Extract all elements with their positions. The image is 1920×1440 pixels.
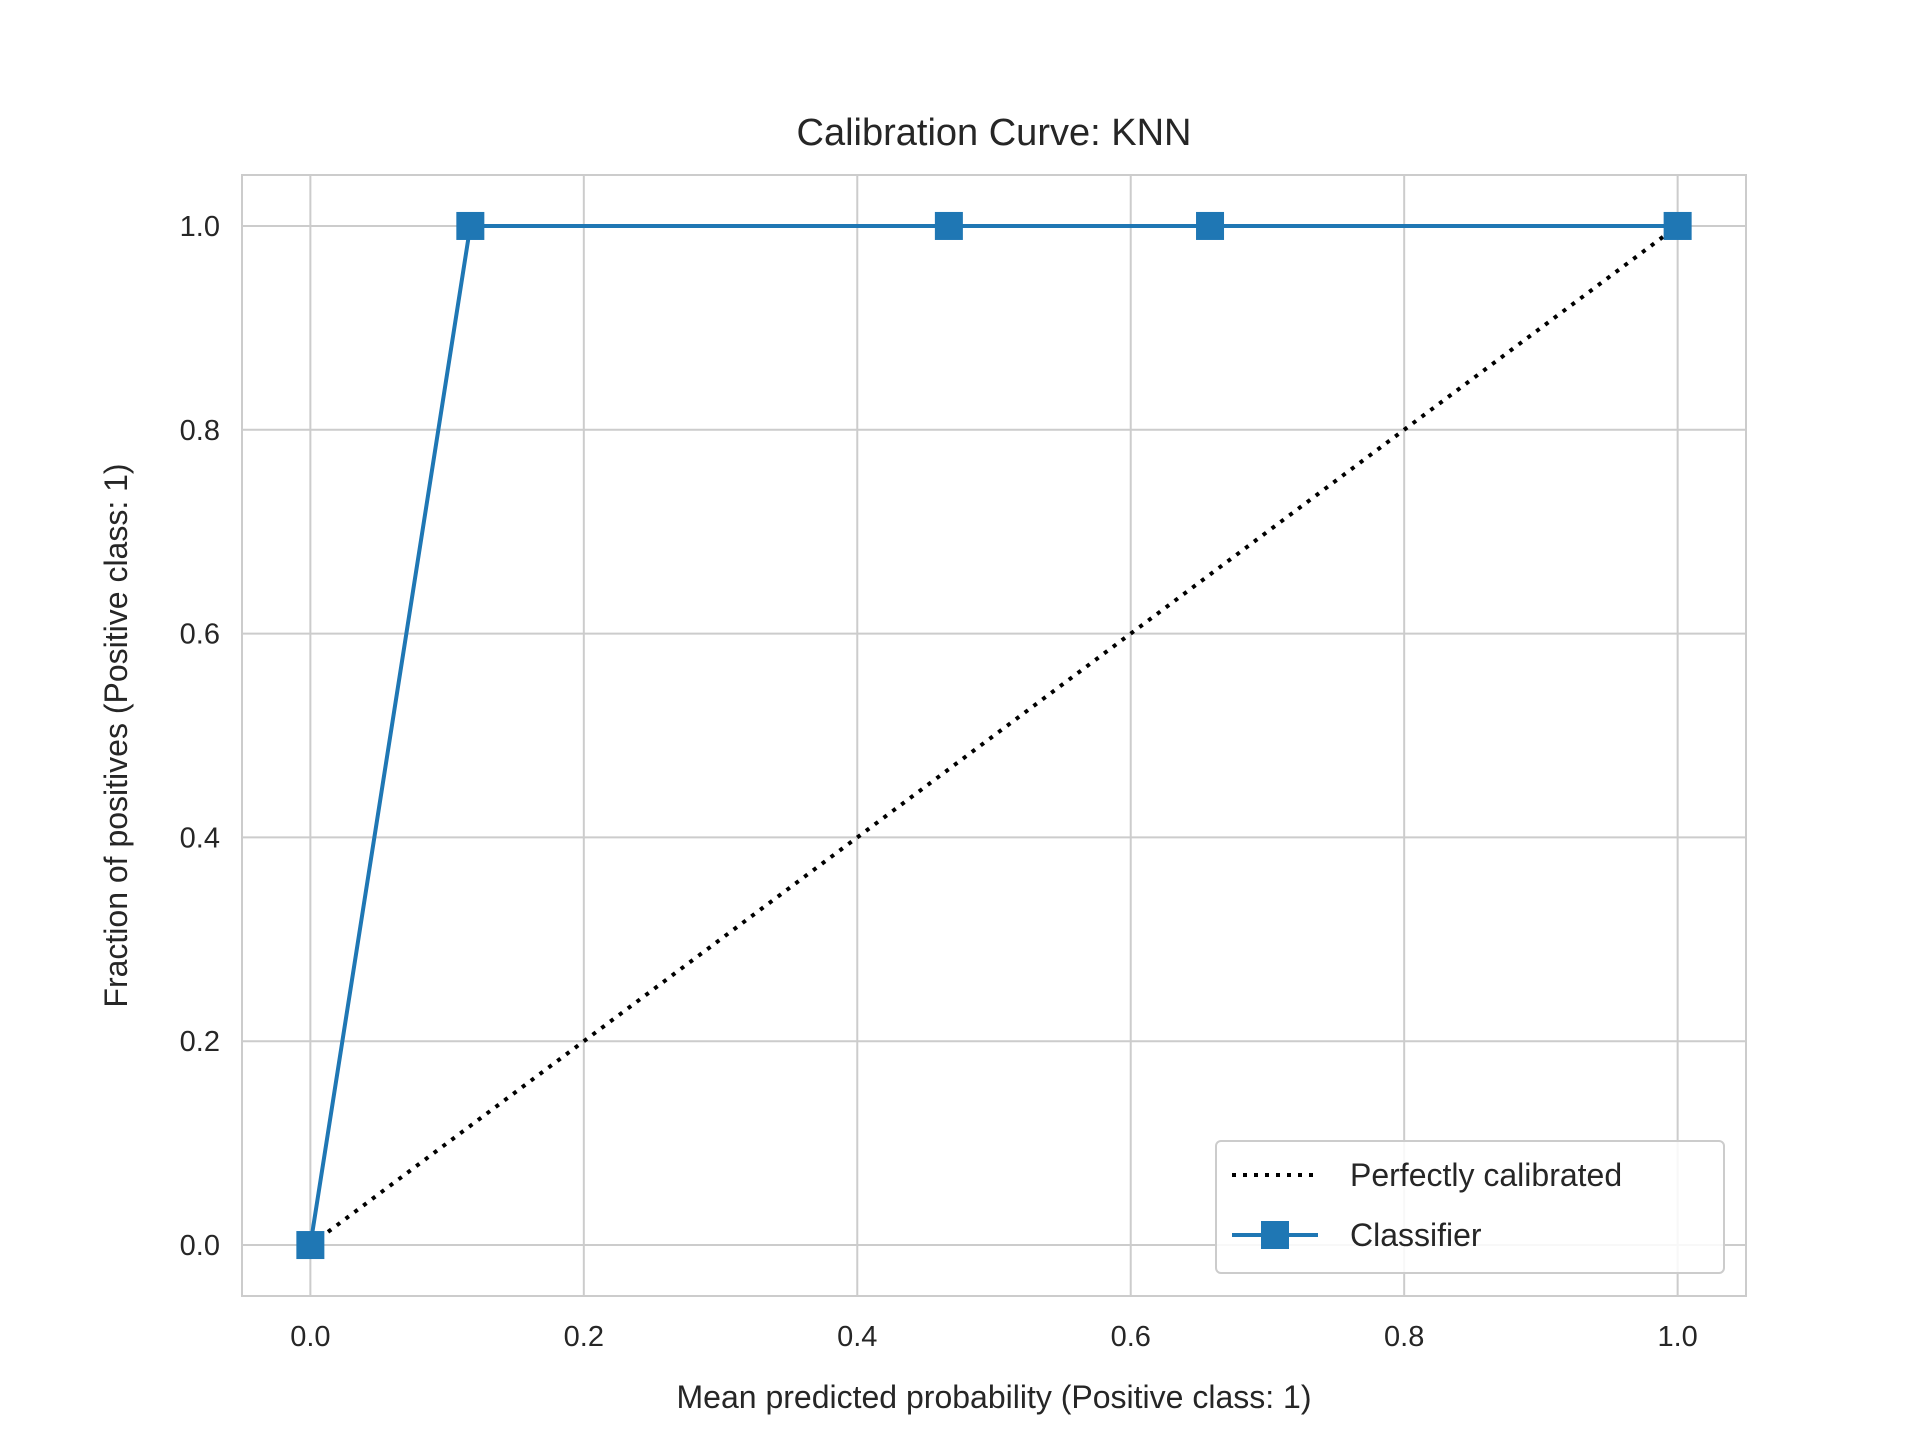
y-tick-label: 0.2 [180,1026,220,1058]
y-tick-label: 0.4 [180,822,220,854]
legend: Perfectly calibrated Classifier [1215,1140,1725,1274]
x-tick-label: 0.4 [837,1321,877,1353]
classifier-point [296,1231,325,1260]
y-tick-label: 0.6 [180,619,220,651]
classifier-point [456,211,485,240]
x-tick-label: 0.8 [1384,1321,1424,1353]
classifier-point [1196,211,1225,240]
y-axis-label: Fraction of positives (Positive class: 1… [98,463,134,1007]
classifier-point [934,211,963,240]
legend-label-perfectly-calibrated: Perfectly calibrated [1350,1157,1622,1193]
x-tick-label: 1.0 [1657,1321,1697,1353]
classifier-point [1663,211,1692,240]
plot-frame [241,174,1747,1297]
legend-label-classifier: Classifier [1350,1217,1482,1253]
series-line-perfectly-calibrated [309,224,1679,1247]
x-axis-label: Mean predicted probability (Positive cla… [677,1379,1312,1415]
series-layer [296,211,1692,1260]
y-tick-label: 0.0 [180,1230,220,1262]
legend-marker-classifier [1261,1221,1289,1249]
x-tick-label: 0.2 [564,1321,604,1353]
x-tick-label: 0.6 [1111,1321,1151,1353]
y-tick-label: 1.0 [180,211,220,243]
x-tick-label: 0.0 [290,1321,330,1353]
y-tick-label: 0.8 [180,415,220,447]
chart-title: Calibration Curve: KNN [797,112,1192,154]
tick-labels: 0.0 0.2 0.4 0.6 0.8 1.0 0.0 0.2 0.4 0.6 0.8 1.0 [180,211,1698,1353]
legend-box [1215,1140,1725,1274]
